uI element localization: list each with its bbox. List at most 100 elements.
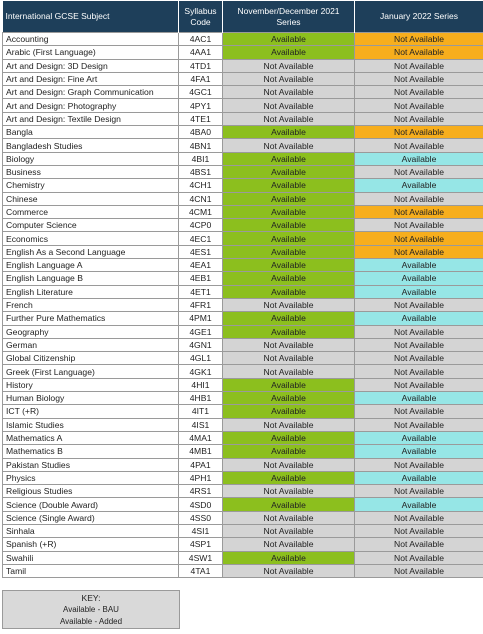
syllabus-code-cell: 4EC1	[178, 231, 223, 246]
table-row: Pakistan Studies 4PA1 Not Available Not Ava…	[2, 457, 483, 472]
syllabus-code-cell: 4SI1	[178, 523, 223, 539]
nov-dec-status-cell: Not Available	[222, 417, 355, 432]
syllabus-code-cell: 4CN1	[178, 191, 223, 206]
jan-status-cell: Not Available	[354, 85, 483, 100]
nov-dec-status-cell: Available	[222, 31, 355, 47]
key-items: Available - BAU Available - Added	[3, 604, 179, 628]
jan-status-cell: Not Available	[354, 191, 483, 206]
subject-cell: Chemistry	[2, 178, 179, 193]
code-header-line1: Syllabus	[184, 5, 217, 16]
jan-status-cell: Not Available	[354, 204, 483, 220]
syllabus-code-cell: 4FR1	[178, 297, 223, 313]
subject-cell: Greek (First Language)	[2, 364, 179, 379]
syllabus-code-cell: 4PM1	[178, 311, 223, 326]
table-row: French 4FR1 Not Available Not Available	[2, 297, 483, 313]
nov-dec-status-cell: Available	[222, 550, 355, 565]
subject-cell: Computer Science	[2, 218, 179, 233]
jan-status-cell: Available	[354, 258, 483, 273]
nov-dec-status-cell: Not Available	[222, 351, 355, 366]
table-row: Spanish (+R) 4SP1 Not Available Not Availab…	[2, 537, 483, 552]
subject-cell: Arabic (First Language)	[2, 45, 179, 60]
table-row: Chinese 4CN1 Available Not Available	[2, 191, 483, 206]
nov-dec-status-cell: Available	[222, 231, 355, 246]
syllabus-code-cell: 4BA0	[178, 125, 223, 140]
table-row: Accounting 4AC1 Available Not Available	[2, 31, 483, 47]
syllabus-code-cell: 4HI1	[178, 377, 223, 393]
jan-status-cell: Available	[354, 151, 483, 166]
syllabus-code-cell: 4SD0	[178, 497, 223, 512]
syllabus-code-cell: 4TD1	[178, 58, 223, 73]
nov-dec-status-cell: Available	[222, 218, 355, 233]
nov-dec-status-cell: Available	[222, 244, 355, 260]
jan-status-cell: Not Available	[354, 31, 483, 47]
syllabus-code-cell: 4ET1	[178, 284, 223, 299]
nov-dec-status-cell: Available	[222, 191, 355, 206]
jan-status-cell: Not Available	[354, 364, 483, 379]
syllabus-code-cell: 4MA1	[178, 430, 223, 446]
subject-cell: Pakistan Studies	[2, 457, 179, 472]
subject-cell: Bangladesh Studies	[2, 138, 179, 153]
subject-cell: Islamic Studies	[2, 417, 179, 432]
jan-status-cell: Not Available	[354, 111, 483, 127]
subject-cell: Sinhala	[2, 523, 179, 539]
table-row: Mathematics B 4MB1 Available Available	[2, 444, 483, 459]
syllabus-code-cell: 4PH1	[178, 470, 223, 486]
subject-cell: Economics	[2, 231, 179, 246]
subject-cell: Mathematics B	[2, 444, 179, 459]
syllabus-code-cell: 4FA1	[178, 71, 223, 87]
jan-status-cell: Not Available	[354, 244, 483, 260]
jan-status-cell: Available	[354, 284, 483, 299]
table-row: Art and Design: Textile Design 4TE1 Not Av…	[2, 111, 483, 127]
nov-dec-status-cell: Available	[222, 324, 355, 339]
subject-cell: Chinese	[2, 191, 179, 206]
jan-status-cell: Available	[354, 391, 483, 406]
nov-dec-status-cell: Not Available	[222, 85, 355, 100]
nov-dec-status-cell: Available	[222, 164, 355, 180]
syllabus-code-cell: 4ES1	[178, 244, 223, 260]
nov-dec-status-cell: Available	[222, 125, 355, 140]
syllabus-code-cell: 4EB1	[178, 271, 223, 286]
nov-dec-status-cell: Available	[222, 391, 355, 406]
nov-dec-status-cell: Not Available	[222, 98, 355, 113]
jan-status-cell: Not Available	[354, 164, 483, 180]
table-row: Religious Studies 4RS1 Not Available Not Av…	[2, 484, 483, 499]
nov-dec-status-cell: Available	[222, 284, 355, 299]
table-row: Swahili 4SW1 Available Not Available	[2, 550, 483, 565]
syllabus-code-cell: 4SS0	[178, 510, 223, 525]
jan-status-cell: Not Available	[354, 98, 483, 113]
syllabus-code-cell: 4MB1	[178, 444, 223, 459]
table-row: Further Pure Mathematics 4PM1 Available Ava…	[2, 311, 483, 326]
syllabus-code-cell: 4GL1	[178, 351, 223, 366]
table-row: Biology 4BI1 Available Available	[2, 151, 483, 166]
table-row: English Language A 4EA1 Available Available	[2, 258, 483, 273]
syllabus-code-cell: 4GK1	[178, 364, 223, 379]
syllabus-code-cell: 4EA1	[178, 258, 223, 273]
table-row: Science (Single Award) 4SS0 Not Available N…	[2, 510, 483, 525]
jan-status-cell: Not Available	[354, 58, 483, 73]
nov-dec-status-cell: Available	[222, 497, 355, 512]
jan-status-cell: Not Available	[354, 510, 483, 525]
subject-cell: Global Citizenship	[2, 351, 179, 366]
table-row: English Language B 4EB1 Available Available	[2, 271, 483, 286]
jan-status-cell: Not Available	[354, 351, 483, 366]
subject-column-header: International GCSE Subject	[2, 1, 179, 33]
subject-cell: Commerce	[2, 204, 179, 220]
table-row: Art and Design: Graph Communication 4GC1 N…	[2, 85, 483, 100]
nov-dec-status-cell: Not Available	[222, 58, 355, 73]
jan-status-cell: Not Available	[354, 45, 483, 60]
subject-cell: Bangla	[2, 125, 179, 140]
table-row: Tamil 4TA1 Not Available Not Available	[2, 563, 483, 579]
subject-cell: Art and Design: 3D Design	[2, 58, 179, 73]
table-row: English Literature 4ET1 Available Available	[2, 284, 483, 299]
table-row: Mathematics A 4MA1 Available Available	[2, 430, 483, 446]
table-row: Islamic Studies 4IS1 Not Available Not Avai…	[2, 417, 483, 432]
table-row: German 4GN1 Not Available Not Available	[2, 337, 483, 353]
syllabus-code-cell: 4CM1	[178, 204, 223, 220]
subject-cell: Art and Design: Graph Communication	[2, 85, 179, 100]
nov-dec-status-cell: Available	[222, 430, 355, 446]
nov-dec-status-cell: Not Available	[222, 364, 355, 379]
syllabus-code-cell: 4RS1	[178, 484, 223, 499]
jan-status-cell: Not Available	[354, 417, 483, 432]
nov-dec-status-cell: Not Available	[222, 484, 355, 499]
